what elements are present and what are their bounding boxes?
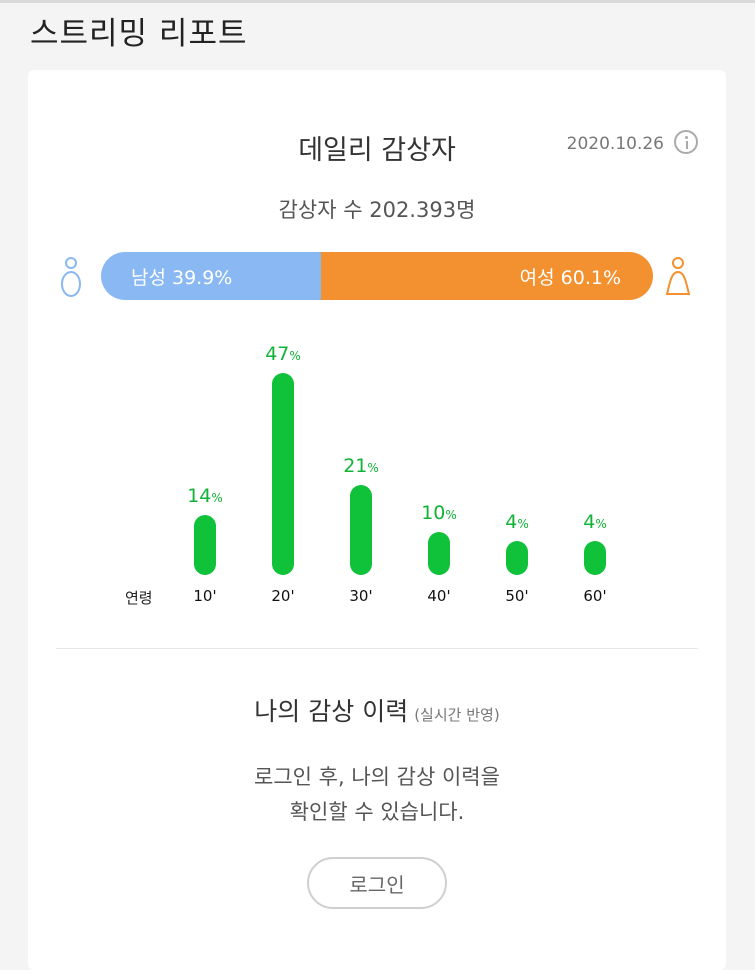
streaming-report-card: 데일리 감상자 2020.10.26 감상자 수 202.393명 남성 39.… xyxy=(28,70,726,970)
age-bar-value: 14% xyxy=(187,484,223,507)
age-bar xyxy=(584,541,606,575)
age-tick-label: 20' xyxy=(271,587,295,605)
age-bar xyxy=(506,541,528,575)
age-bar xyxy=(194,514,216,575)
login-message-line2: 확인할 수 있습니다. xyxy=(289,800,465,824)
login-message-line1: 로그인 후, 나의 감상 이력을 xyxy=(254,765,500,789)
female-person-icon xyxy=(665,257,691,295)
age-bar xyxy=(272,373,294,575)
age-bar xyxy=(428,532,450,575)
age-axis-label: 연령 xyxy=(125,589,153,607)
section-divider xyxy=(56,648,698,649)
gender-ratio-bar: 남성 39.9% 여성 60.1% xyxy=(101,252,653,300)
age-bar-value: 10% xyxy=(421,502,457,525)
daily-listeners-title: 데일리 감상자 xyxy=(298,135,456,166)
age-tick-label: 60' xyxy=(583,587,607,605)
male-segment: 남성 39.9% xyxy=(101,252,322,300)
login-message: 로그인 후, 나의 감상 이력을 확인할 수 있습니다. xyxy=(28,760,726,830)
age-tick-label: 30' xyxy=(349,587,373,605)
age-bar-value: 47% xyxy=(265,343,301,365)
age-bar xyxy=(350,484,372,575)
realtime-note: (실시간 반영) xyxy=(414,706,500,724)
age-bar-value: 21% xyxy=(343,454,379,477)
report-date: 2020.10.26 xyxy=(566,134,664,154)
age-bar-value: 4% xyxy=(583,511,607,533)
login-button[interactable]: 로그인 xyxy=(307,857,447,909)
female-segment: 여성 60.1% xyxy=(321,252,653,300)
age-tick-label: 40' xyxy=(427,587,451,605)
viewer-count: 감상자 수 202.393명 xyxy=(278,198,476,222)
male-ratio-label: 남성 39.9% xyxy=(131,266,233,289)
age-tick-label: 10' xyxy=(193,587,217,605)
page-title: 스트리밍 리포트 xyxy=(30,16,248,52)
history-title-text: 나의 감상 이력 xyxy=(254,697,409,726)
top-border xyxy=(0,0,755,3)
listening-history-title: 나의 감상 이력 (실시간 반영) xyxy=(28,692,726,728)
age-bar-value: 4% xyxy=(505,511,529,533)
male-person-icon xyxy=(61,257,81,297)
female-ratio-label: 여성 60.1% xyxy=(519,266,621,289)
info-icon[interactable] xyxy=(674,130,698,154)
age-tick-label: 50' xyxy=(505,587,529,605)
age-distribution-chart: 연령 14% 10' 47% 20' 21% 30' 10% 40' 4% 50' 4% 60' xyxy=(28,70,726,630)
